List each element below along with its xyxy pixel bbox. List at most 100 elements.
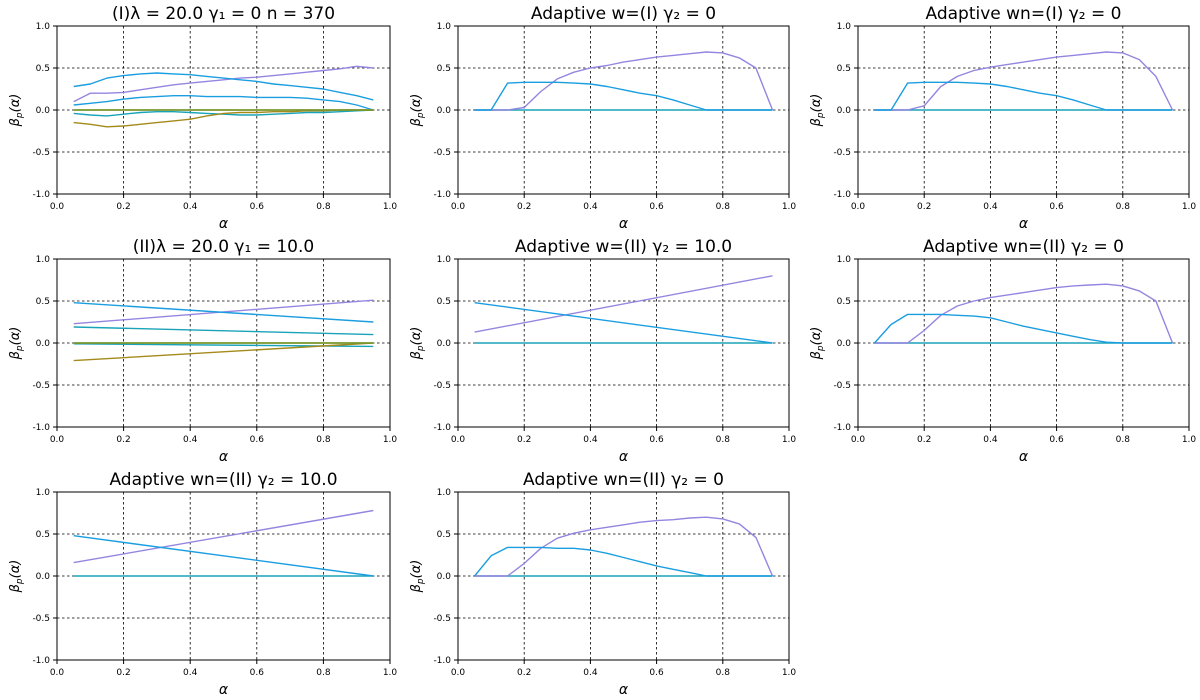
y-tick-label: 1.0	[36, 255, 51, 265]
subplot-6: 0.0 0.2 0.4 0.6 0.8 1.0 -1.0 -0.5 0.0 0.5 1.0 Adapt…	[809, 237, 1196, 465]
y-tick-label: 0.5	[437, 530, 451, 540]
x-tick-label: 0.0	[851, 202, 866, 212]
series-line-3	[73, 326, 374, 336]
x-tick-label: 0.2	[917, 435, 931, 445]
x-tick-label: 0.2	[116, 202, 130, 212]
y-tick-label: -1.0	[32, 423, 50, 433]
y-tick-label: -0.5	[833, 381, 851, 391]
y-tick-label: -0.5	[433, 614, 451, 624]
y-tick-label: -0.5	[32, 148, 50, 158]
x-axis-label: α	[619, 216, 629, 232]
y-tick-label: 0.0	[437, 106, 452, 116]
series-line-3	[873, 313, 1173, 344]
x-tick-label: 0.8	[716, 668, 731, 678]
x-axis-label: α	[619, 682, 629, 698]
x-tick-label: 0.8	[316, 435, 331, 445]
y-tick-label: -1.0	[32, 190, 50, 200]
series-line-2	[474, 516, 774, 577]
x-axis-label: α	[619, 449, 629, 465]
series-line-3	[474, 302, 773, 344]
y-tick-label: 0.5	[837, 64, 851, 74]
series-line-3	[474, 81, 773, 111]
series-line-4	[73, 109, 374, 117]
x-tick-label: 0.4	[983, 435, 998, 445]
x-tick-label: 0.6	[649, 202, 664, 212]
y-tick-label: 1.0	[437, 488, 452, 498]
x-tick-label: 0.2	[517, 435, 531, 445]
x-tick-label: 0.6	[1049, 435, 1064, 445]
y-tick-label: 1.0	[837, 22, 852, 32]
x-tick-label: 0.4	[183, 668, 198, 678]
y-axis-label: βp(α)	[8, 327, 25, 361]
x-tick-label: 0.8	[316, 202, 331, 212]
subplot-title: Adaptive w=(I) γ₂ = 0	[531, 4, 716, 24]
y-tick-label: -1.0	[833, 423, 851, 433]
subplot-title: Adaptive wn=(II) γ₂ = 0	[523, 470, 724, 490]
y-tick-label: -1.0	[433, 190, 451, 200]
series-line-2	[474, 275, 773, 333]
subplot-7: 0.0 0.2 0.4 0.6 0.8 1.0 -1.0 -0.5 0.0 0.5 1.0 Adapt…	[8, 470, 397, 698]
x-tick-label: 0.4	[583, 435, 598, 445]
y-tick-label: 0.0	[36, 572, 51, 582]
x-tick-label: 0.0	[50, 202, 65, 212]
y-tick-label: -0.5	[32, 381, 50, 391]
series-line-2	[474, 51, 774, 111]
x-tick-label: 0.6	[250, 202, 265, 212]
y-tick-label: 1.0	[437, 22, 452, 32]
x-tick-label: 1.0	[782, 435, 797, 445]
x-tick-label: 0.0	[451, 202, 466, 212]
x-tick-label: 0.8	[316, 668, 331, 678]
subplot-title: (I)λ = 20.0 γ₁ = 0 n = 370	[112, 4, 335, 24]
x-axis-label: α	[219, 682, 229, 698]
x-tick-label: 1.0	[782, 202, 797, 212]
x-tick-label: 0.6	[250, 668, 265, 678]
x-tick-label: 1.0	[383, 435, 398, 445]
y-tick-label: 1.0	[36, 22, 51, 32]
series-line-1	[73, 65, 374, 103]
y-tick-label: 0.0	[437, 572, 452, 582]
y-tick-label: 0.5	[837, 297, 851, 307]
y-axis-label: βp(α)	[409, 327, 426, 361]
series-line-2	[874, 51, 1174, 111]
series-line-2	[73, 72, 374, 101]
series-line-3	[73, 94, 374, 111]
x-tick-label: 0.2	[116, 668, 130, 678]
y-tick-label: -0.5	[833, 148, 851, 158]
x-axis-label: α	[219, 216, 229, 232]
series-line-2	[874, 283, 1174, 344]
y-axis-label: βp(α)	[8, 560, 25, 594]
x-tick-label: 1.0	[782, 668, 797, 678]
x-tick-label: 0.4	[183, 435, 198, 445]
subplot-2: 0.0 0.2 0.4 0.6 0.8 1.0 -1.0 -0.5 0.0 0.5 1.0 Adapt…	[409, 4, 796, 232]
subplot-title: Adaptive wn=(I) γ₂ = 0	[926, 4, 1122, 24]
y-tick-label: 0.0	[36, 106, 51, 116]
x-tick-label: 0.4	[583, 668, 598, 678]
y-tick-label: 0.0	[837, 106, 852, 116]
y-axis-label: βp(α)	[8, 94, 25, 128]
x-tick-label: 0.4	[583, 202, 598, 212]
y-tick-label: -0.5	[433, 148, 451, 158]
x-tick-label: 0.0	[451, 435, 466, 445]
x-tick-label: 0.8	[1116, 435, 1131, 445]
y-axis-label: βp(α)	[409, 560, 426, 594]
y-tick-label: -1.0	[433, 656, 451, 666]
x-axis-label: α	[1019, 449, 1029, 465]
y-tick-label: 0.0	[837, 339, 852, 349]
x-tick-label: 0.0	[851, 435, 866, 445]
y-tick-label: -0.5	[433, 381, 451, 391]
y-axis-label: βp(α)	[409, 94, 426, 128]
y-tick-label: -1.0	[833, 190, 851, 200]
x-tick-label: 0.0	[50, 668, 65, 678]
y-tick-label: 1.0	[36, 488, 51, 498]
x-tick-label: 0.2	[517, 202, 531, 212]
x-tick-label: 0.0	[451, 668, 466, 678]
y-tick-label: 0.0	[36, 339, 51, 349]
y-tick-label: 0.0	[437, 339, 452, 349]
y-tick-label: 1.0	[837, 255, 852, 265]
x-axis-label: α	[219, 449, 229, 465]
subplot-5: 0.0 0.2 0.4 0.6 0.8 1.0 -1.0 -0.5 0.0 0.5 1.0 Adapt…	[409, 237, 796, 465]
x-tick-label: 0.0	[50, 435, 65, 445]
subplot-8: 0.0 0.2 0.4 0.6 0.8 1.0 -1.0 -0.5 0.0 0.5 1.0 Adapt…	[409, 470, 796, 698]
y-tick-label: -1.0	[32, 656, 50, 666]
series-line-3	[474, 546, 773, 577]
